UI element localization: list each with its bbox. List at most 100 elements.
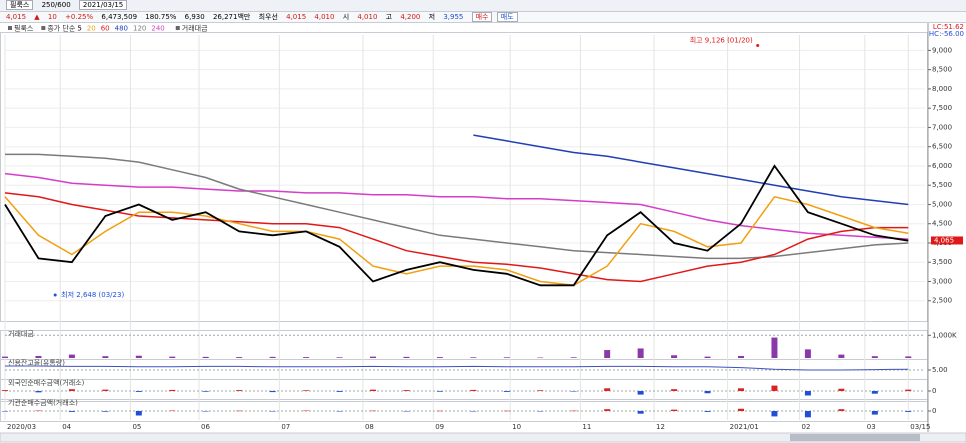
bar [738, 388, 744, 391]
change-rate: +0.25% [65, 13, 94, 21]
change: 10 [47, 13, 57, 21]
bar [704, 411, 711, 412]
annotation: 최저 2,648 (03/23) [61, 290, 124, 299]
bar [202, 411, 209, 412]
legend-series: 20 [87, 25, 96, 33]
volume: 6,473,509 [101, 13, 138, 21]
bar [771, 337, 778, 358]
y-tick-label: 0 [932, 407, 936, 415]
bar [604, 388, 611, 391]
bar [35, 355, 42, 358]
corner-label: LC:51.62 [933, 23, 964, 31]
bar [637, 411, 644, 414]
open: 4,010 [357, 13, 378, 21]
best-label: 최우선 [258, 13, 278, 21]
bar [202, 391, 209, 392]
last-value-label: 4,065 [934, 236, 954, 244]
bar [537, 390, 544, 391]
series-line [4, 164, 909, 287]
bar [135, 391, 142, 392]
bar [470, 389, 477, 391]
sell-button[interactable]: 매도 [496, 12, 518, 22]
bar [336, 391, 343, 392]
annotation-point [756, 44, 760, 48]
bar [370, 356, 376, 358]
bar [738, 355, 744, 358]
series-line [473, 134, 909, 206]
scroll-thumb[interactable] [790, 434, 920, 441]
x-tick-label: 11 [582, 423, 591, 431]
date[interactable]: 2021/03/15 [78, 0, 128, 10]
bar [470, 411, 477, 412]
legend-series: 120 [133, 25, 146, 33]
bar [637, 348, 644, 358]
y-tick-label: 8,500 [932, 66, 952, 74]
y-tick-label: 3,000 [932, 277, 952, 285]
y-tick-label: 5.00 [932, 366, 948, 374]
x-tick-label: 09 [435, 423, 444, 431]
low: 3,955 [443, 13, 464, 21]
bar [537, 357, 544, 359]
price: 4,015 [6, 13, 27, 21]
series-line [4, 195, 909, 287]
bar [68, 411, 75, 412]
bar [671, 389, 678, 391]
bar [503, 357, 510, 358]
ask: 4,015 [286, 13, 307, 21]
panel-title: 거래대금 [8, 329, 34, 338]
bar [403, 356, 410, 358]
bar [436, 410, 443, 412]
bar [905, 389, 912, 391]
prev-volume: 6,930 [184, 13, 205, 21]
x-tick-label: 03/15 [910, 423, 930, 431]
y-tick-label: 8,000 [932, 85, 952, 93]
low-label: 저 [428, 13, 436, 21]
legend-swatch [175, 26, 180, 30]
bar [236, 390, 243, 391]
bar [135, 411, 142, 416]
bar [871, 356, 878, 358]
y-tick-label: 6,000 [932, 162, 952, 170]
legend-swatch [41, 26, 46, 30]
x-tick-label: 07 [281, 423, 290, 431]
x-tick-label: 12 [656, 423, 665, 431]
bar [169, 410, 176, 412]
x-tick-label: 2021/01 [730, 423, 759, 431]
bar [202, 356, 209, 358]
bar [2, 356, 8, 358]
bid: 4,010 [314, 13, 335, 21]
arrow: ▲ [34, 13, 40, 21]
x-tick-label: 2020/03 [7, 423, 36, 431]
x-tick-label: 06 [201, 423, 210, 431]
y-tick-label: 9,000 [932, 46, 952, 54]
bar [35, 410, 42, 412]
legend-label: 필룩스 [14, 24, 34, 33]
y-tick-label: 7,000 [932, 123, 952, 131]
bar [236, 357, 243, 358]
high-label: 고 [385, 13, 393, 21]
panel-frame [0, 330, 928, 360]
legend-series: 480 [115, 25, 128, 33]
bar [269, 356, 276, 358]
bar [370, 410, 376, 412]
bar [35, 391, 42, 393]
bar [336, 411, 343, 412]
corner-label: HC:-56.00 [929, 30, 964, 38]
bar [403, 390, 410, 391]
bar [537, 411, 544, 412]
panel-title: 신용잔고율(유통량) [8, 358, 65, 367]
bar [738, 408, 744, 411]
series-line [4, 172, 909, 240]
legend-label: 종가 단순 [47, 24, 76, 33]
x-tick-label: 02 [802, 423, 811, 431]
bar [102, 356, 109, 358]
bar [436, 357, 443, 358]
bar [905, 411, 912, 412]
bar [503, 391, 510, 392]
series-line [4, 192, 909, 283]
stock-name[interactable]: 필룩스 [6, 0, 34, 10]
bar [771, 411, 778, 417]
buy-button[interactable]: 매수 [471, 12, 493, 22]
